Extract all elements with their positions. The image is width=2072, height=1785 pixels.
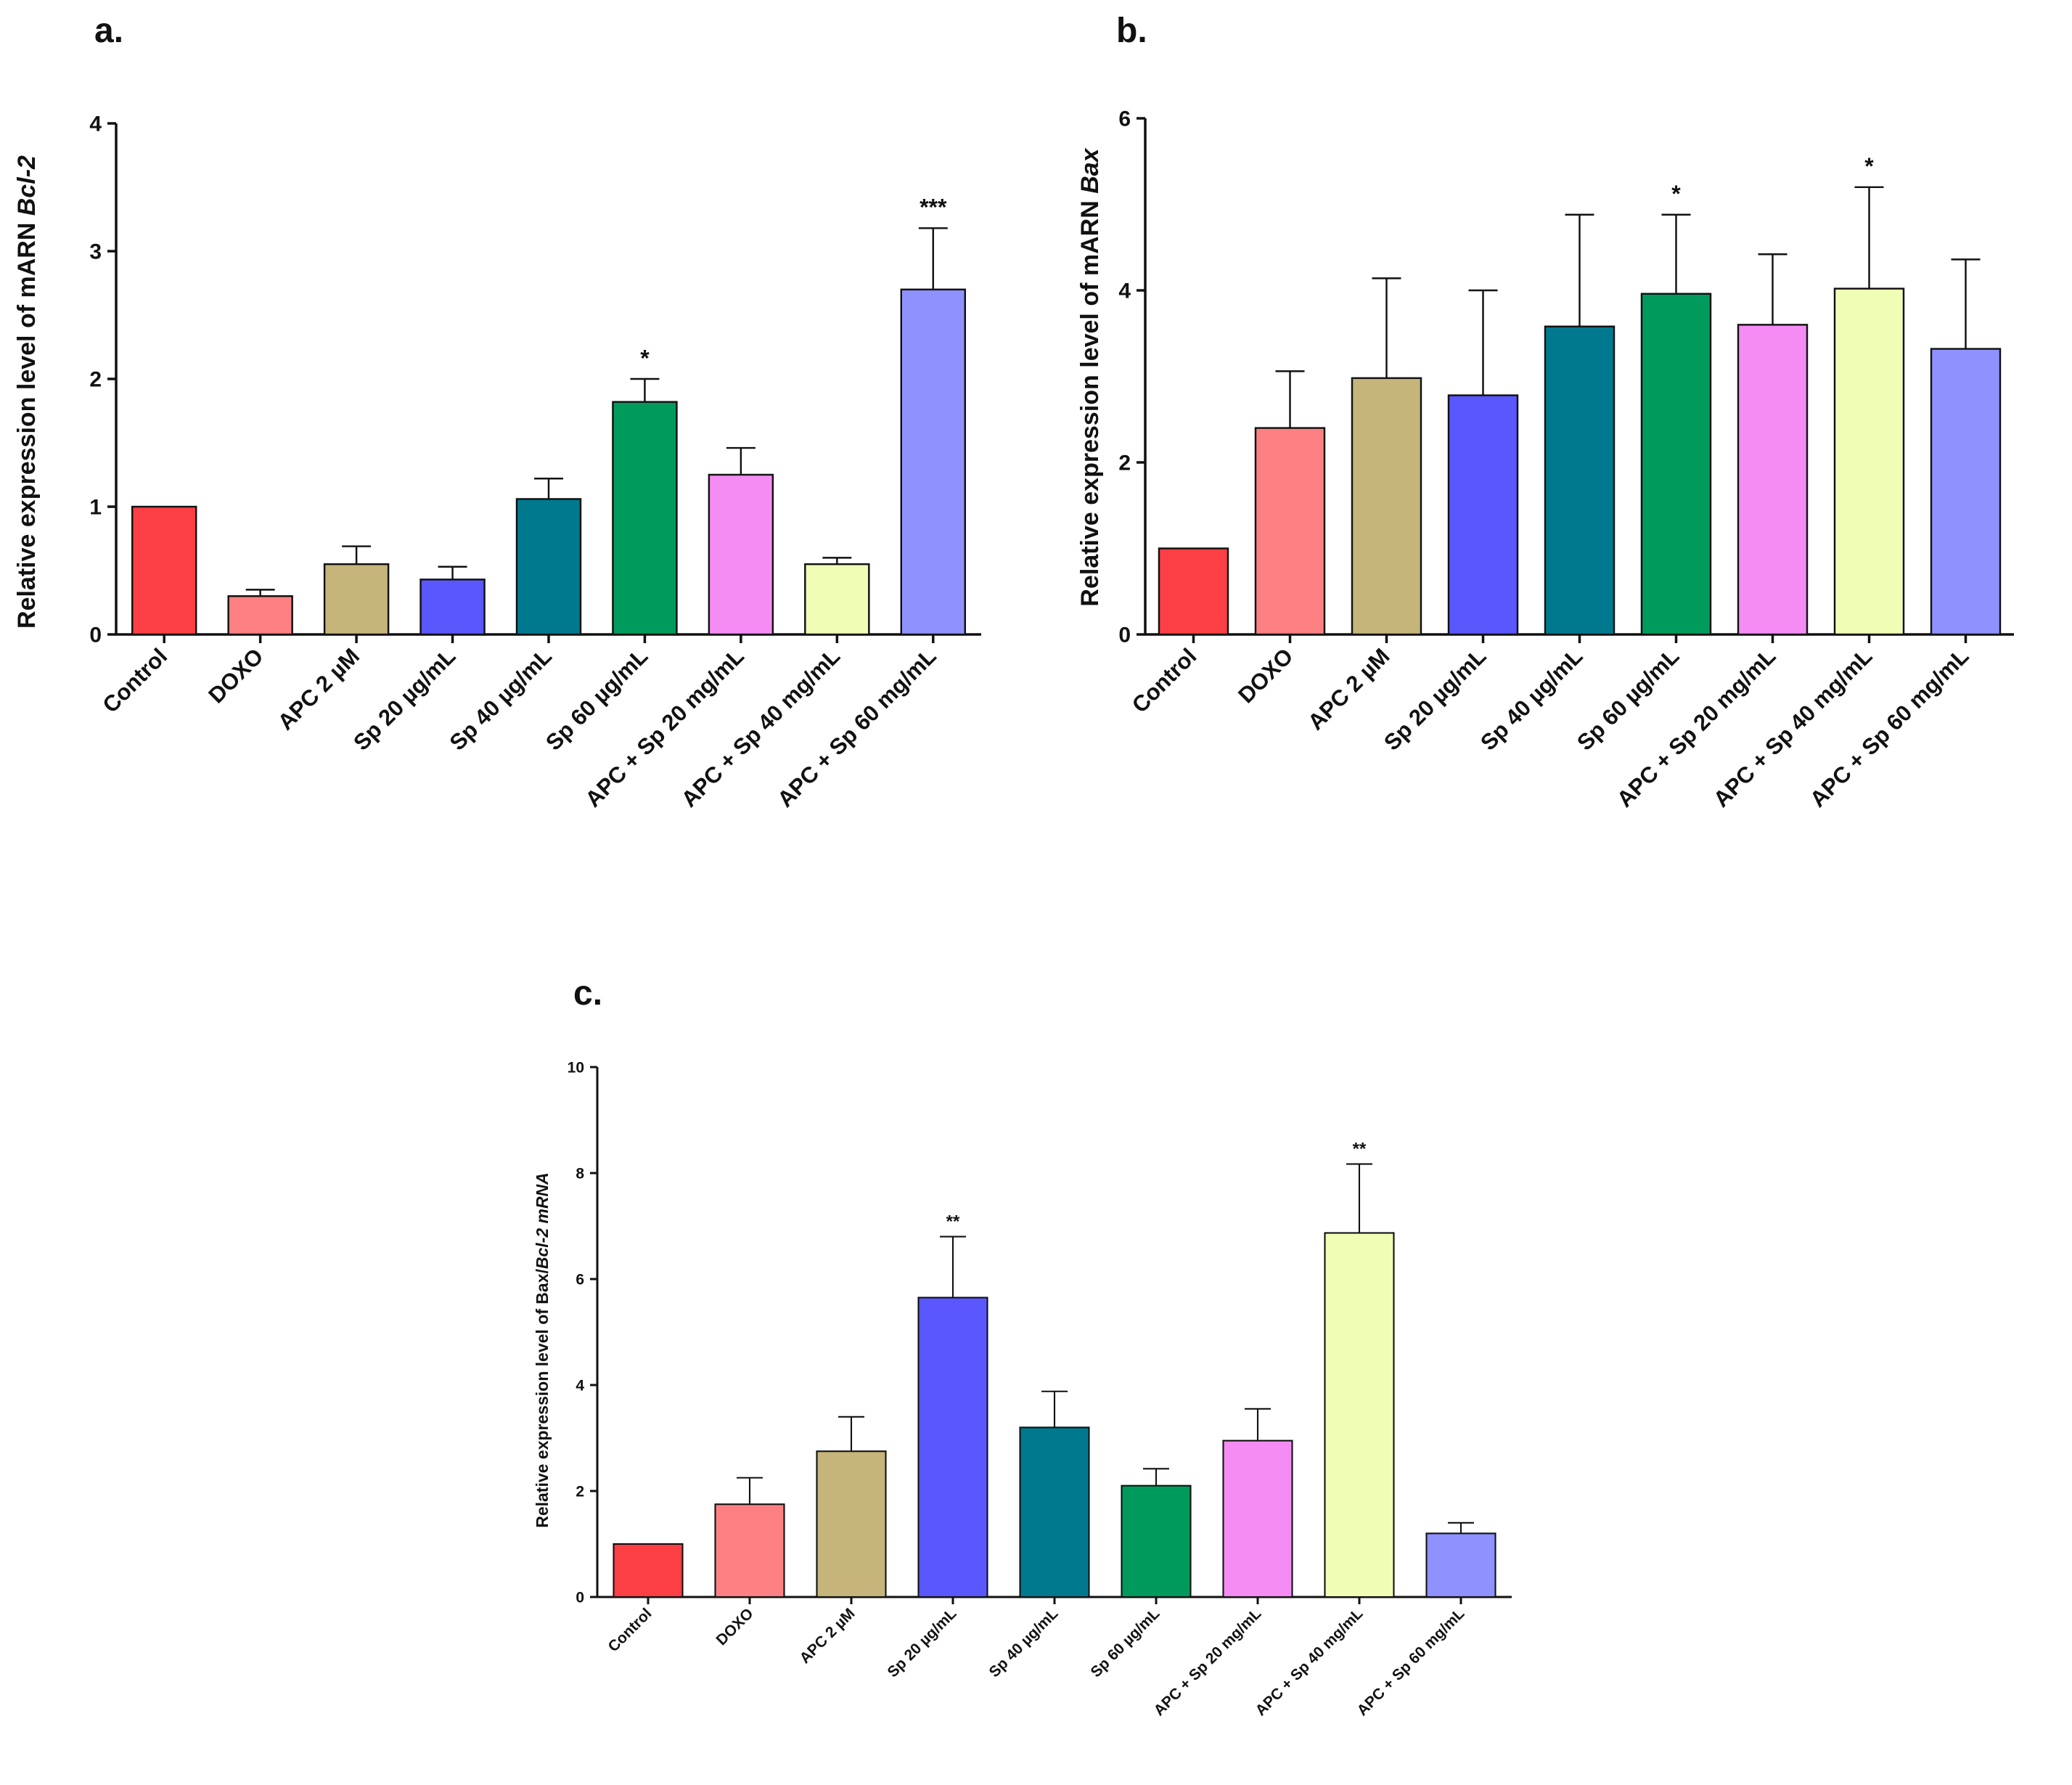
y-tick-label: 6 [576, 1271, 584, 1288]
bar [323, 563, 390, 636]
y-tick-label: 8 [576, 1165, 584, 1182]
y-tick-label: 2 [89, 368, 102, 392]
bar [1324, 1232, 1395, 1598]
bar [1447, 394, 1519, 636]
bar [1121, 1484, 1192, 1598]
category-label: Sp 40 µg/mL [986, 1605, 1062, 1680]
bar [804, 563, 870, 636]
category-label: Sp 40 µg/mL [445, 643, 557, 755]
significance-marker: ** [1353, 1139, 1367, 1159]
bar [1019, 1426, 1090, 1598]
category-label: APC + Sp 60 mg/mL [1354, 1605, 1468, 1719]
panel-c-ratio-chart: c. Relative expression level of Bax/Bcl-… [533, 974, 1512, 1719]
y-tick-label: 2 [576, 1483, 584, 1500]
y-tick-label: 10 [568, 1059, 584, 1076]
category-label: DOXO [203, 643, 268, 708]
bar [708, 473, 774, 636]
category-label: APC 2 µM [796, 1605, 858, 1667]
category-label: APC + Sp 20 mg/mL [580, 643, 748, 812]
panel-a-bcl2-chart: a. Relative expression level of mARN Bcl… [13, 12, 981, 812]
y-tick-label: 1 [89, 496, 102, 520]
category-label: APC + Sp 40 mg/mL [1708, 643, 1877, 812]
bar [613, 1543, 684, 1598]
y-tick-label: 4 [576, 1377, 584, 1394]
bar [1425, 1532, 1496, 1598]
category-label: Sp 20 µg/mL [885, 1605, 960, 1680]
y-tick-label: 4 [89, 113, 102, 136]
panel-b-label: b. [1116, 12, 1147, 50]
bar [1930, 348, 2002, 636]
category-label: Control [605, 1605, 655, 1655]
category-label: APC 2 µM [273, 643, 364, 735]
significance-marker: * [1671, 181, 1681, 207]
bar [227, 595, 293, 636]
bar [612, 401, 678, 636]
panel-c-label: c. [573, 974, 602, 1013]
category-label: DOXO [1233, 643, 1298, 708]
bar [131, 505, 197, 636]
category-label: Sp 40 µg/mL [1475, 643, 1587, 755]
bar [714, 1503, 785, 1598]
bar [816, 1450, 887, 1598]
y-tick-label: 0 [576, 1589, 584, 1606]
category-label: Control [97, 643, 172, 718]
panel-c-plot-area: 0 2 4 6 8 10 Control DOXO APC 2 µM ** Sp 20 µg/mL S… [568, 1059, 1512, 1719]
bar [1640, 293, 1712, 636]
bar [419, 579, 486, 636]
category-label: Control [1127, 643, 1202, 718]
category-label: Sp 60 µg/mL [1088, 1605, 1163, 1680]
bar [900, 288, 967, 636]
significance-marker: *** [920, 195, 947, 221]
category-label: APC + Sp 20 mg/mL [1612, 643, 1780, 812]
category-label: APC 2 µM [1303, 643, 1394, 735]
category-label: APC + Sp 40 mg/mL [1253, 1605, 1367, 1719]
y-tick-label: 4 [1118, 279, 1131, 303]
category-label: APC + Sp 20 mg/mL [1151, 1605, 1265, 1719]
y-tick-label: 0 [89, 624, 102, 648]
category-label: DOXO [713, 1605, 757, 1649]
category-label: APC + Sp 60 mg/mL [772, 643, 941, 812]
category-label: Sp 20 µg/mL [348, 643, 460, 755]
bar [917, 1296, 988, 1598]
bar [1544, 325, 1616, 636]
category-label: APC + Sp 40 mg/mL [676, 643, 845, 812]
y-tick-label: 0 [1118, 624, 1131, 648]
bar [1737, 324, 1809, 636]
bar [1351, 377, 1422, 636]
panel-b-y-axis-title: Relative expression level of mARN Bax [1076, 147, 1104, 606]
bar [1833, 287, 1905, 636]
bar [1222, 1439, 1293, 1598]
panel-c-y-axis-title: Relative expression level of Bax/Bcl-2 m… [533, 1172, 552, 1528]
y-tick-label: 6 [1118, 107, 1131, 131]
panel-a-label: a. [94, 12, 123, 50]
panel-b-bax-chart: b. Relative expression level of mARN Bax… [1076, 12, 2014, 812]
category-label: APC + Sp 60 mg/mL [1805, 643, 1973, 812]
bar [1254, 427, 1326, 636]
significance-marker: * [1864, 153, 1874, 179]
significance-marker: ** [946, 1212, 960, 1231]
panel-a-y-axis-title: Relative expression level of mARN Bcl-2 [13, 155, 41, 629]
significance-marker: * [640, 345, 650, 371]
y-tick-label: 3 [89, 240, 102, 264]
bar [1158, 547, 1229, 636]
bar [515, 498, 582, 636]
category-label: Sp 20 µg/mL [1379, 643, 1491, 755]
y-tick-label: 2 [1118, 452, 1131, 475]
